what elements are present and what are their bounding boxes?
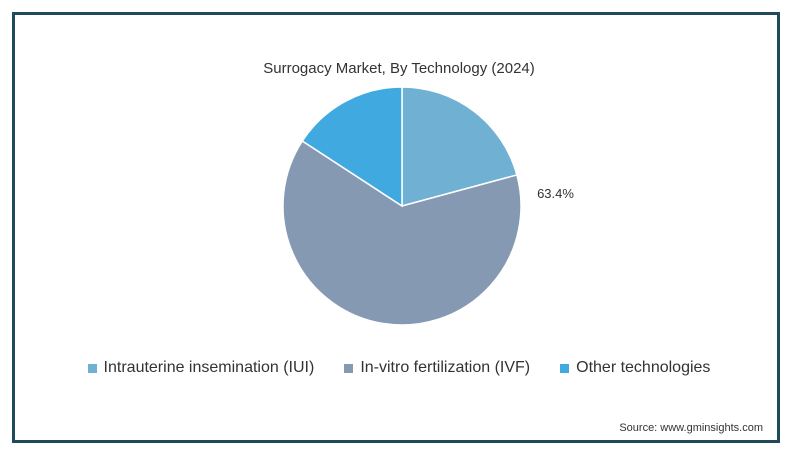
pie-slice-iui	[401, 86, 518, 207]
legend-swatch-ivf	[344, 363, 354, 373]
source-credit: Source: www.gminsights.com	[619, 422, 763, 434]
pie-slice-other	[301, 86, 403, 208]
legend-label-iui: Intrauterine insemination (IUI)	[103, 359, 315, 376]
pie-slice-ivf	[282, 139, 522, 326]
chart-frame: Surrogacy Market, By Technology (2024) 6…	[12, 12, 780, 443]
data-label-ivf: 63.4%	[537, 186, 574, 201]
legend-label-ivf: In-vitro fertilization (IVF)	[360, 359, 531, 376]
pie-chart: 63.4%	[282, 86, 574, 326]
chart-title: Surrogacy Market, By Technology (2024)	[263, 60, 535, 77]
legend-item-iui: Intrauterine insemination (IUI)	[87, 359, 315, 377]
legend-item-ivf: In-vitro fertilization (IVF)	[344, 359, 530, 377]
legend-label-other: Other technologies	[576, 359, 711, 376]
chart-legend: Intrauterine insemination (IUI) In-vitro…	[15, 359, 783, 377]
legend-swatch-other	[560, 363, 570, 373]
legend-swatch-iui	[87, 363, 97, 373]
legend-item-other: Other technologies	[560, 359, 710, 377]
